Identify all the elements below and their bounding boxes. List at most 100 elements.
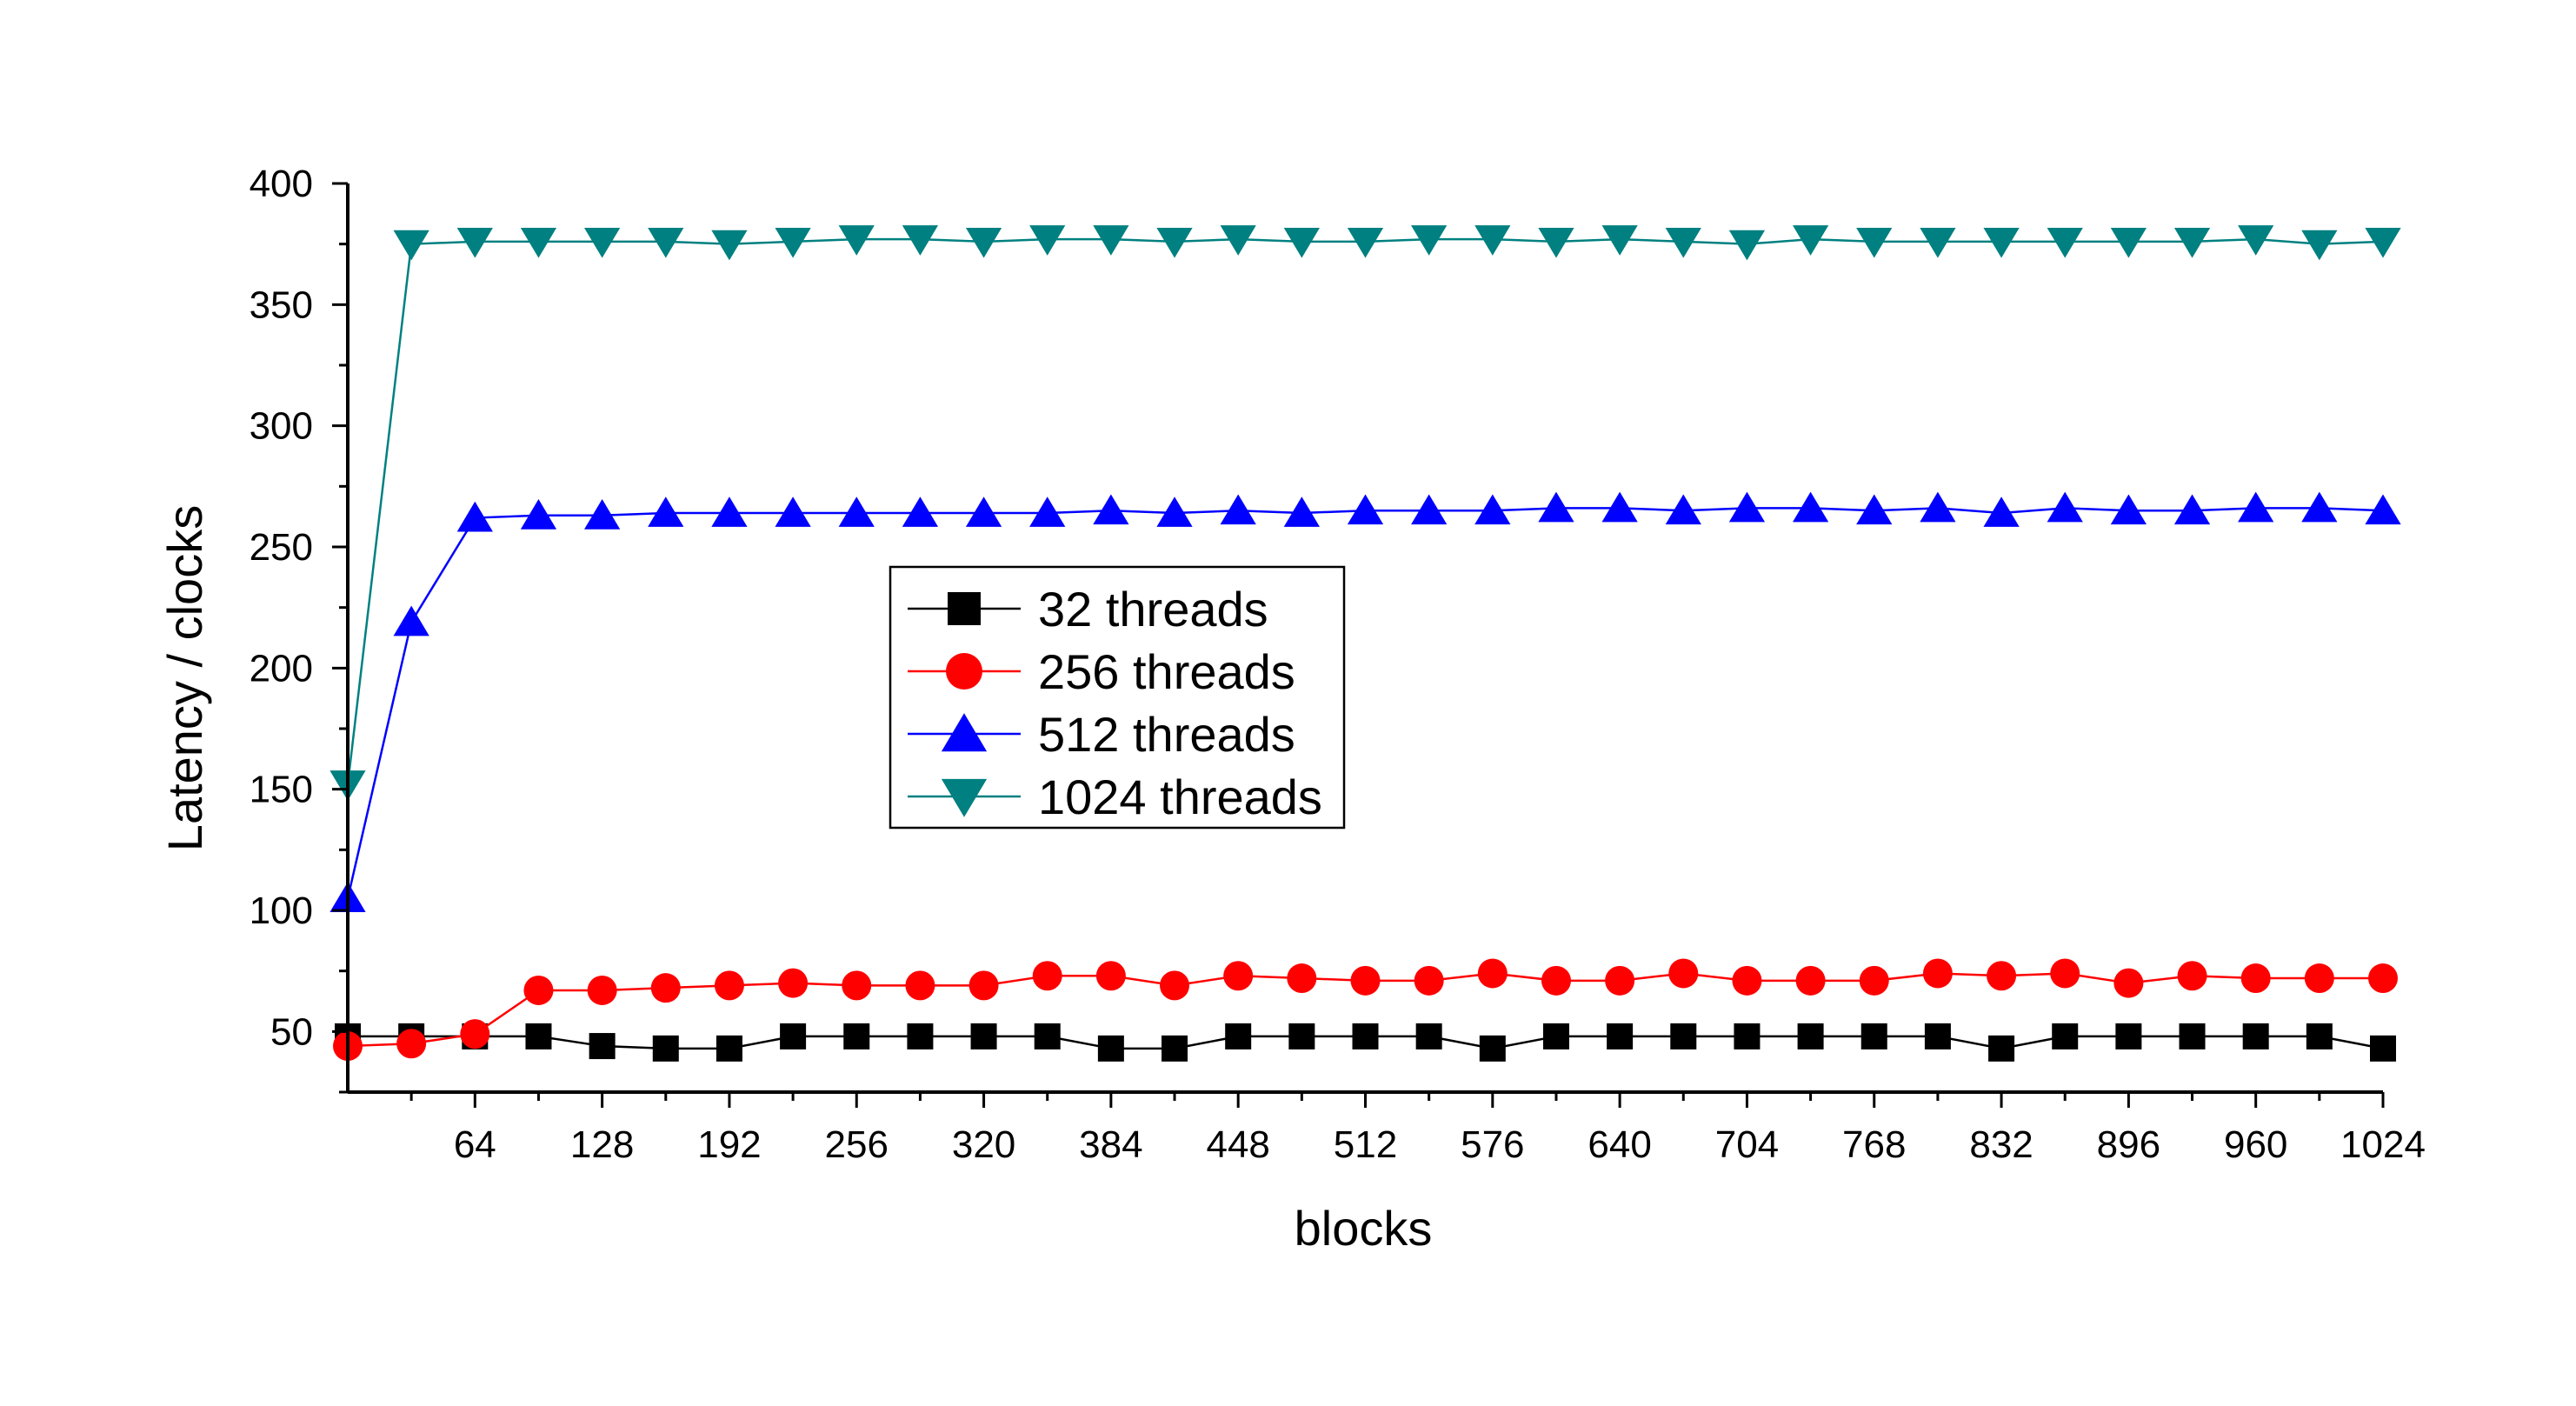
data-point [716,1035,742,1062]
data-point [1034,1023,1061,1050]
x-tick-label: 768 [1842,1123,1906,1166]
x-tick-label: 512 [1334,1123,1397,1166]
legend-label: 1024 threads [1038,770,1322,824]
data-point [775,496,811,527]
y-tick-label: 100 [250,890,313,932]
data-point [838,225,875,256]
data-point [1538,227,1574,258]
x-tick-label: 704 [1715,1123,1779,1166]
data-point [2365,494,2401,525]
legend-label: 512 threads [1038,707,1295,762]
series-1024-threads [329,225,2401,801]
data-point [2238,225,2274,256]
legend-marker [941,778,988,817]
data-point [1156,496,1193,527]
series-512-threads [329,491,2401,913]
x-tick-label: 128 [570,1123,634,1166]
data-point [1792,491,1829,523]
legend-label: 32 threads [1038,582,1268,636]
data-point [1728,491,1766,523]
series-32-threads [335,1023,2396,1062]
data-point [456,501,493,532]
x-tick-label: 64 [454,1123,496,1166]
y-tick-label: 200 [250,647,313,690]
data-point [1225,1023,1252,1050]
data-point [520,227,557,258]
data-point [2052,1023,2079,1050]
data-point [1988,1035,2015,1062]
data-point [2179,1023,2206,1050]
data-point [2115,1023,2142,1050]
data-point [1287,963,1317,994]
data-point [1538,491,1574,523]
x-tick-label: 896 [2097,1123,2160,1166]
x-tick-label: 960 [2224,1123,2287,1166]
data-point [2370,1035,2396,1062]
data-point [1479,1035,1506,1062]
data-point [1607,1023,1634,1050]
data-point [1920,491,1956,523]
data-point [778,968,809,998]
data-point [523,975,554,1005]
data-point [1414,965,1444,996]
data-point [780,1023,807,1050]
data-point [1411,494,1448,525]
data-point [650,973,681,1003]
data-point [1924,1023,1951,1050]
x-axis-title: blocks [1295,1201,1433,1256]
data-point [2306,1023,2333,1050]
data-point [520,499,557,530]
data-point [711,230,748,261]
y-tick-label: 150 [250,769,313,811]
x-tick-label: 192 [697,1123,761,1166]
data-point [1347,227,1384,258]
data-point [1542,1023,1569,1050]
data-point [2301,230,2338,261]
data-point [1097,1035,1124,1062]
data-point [393,605,429,636]
data-point [1732,965,1762,996]
data-point [1283,227,1320,258]
data-point [1283,496,1320,527]
data-point [970,1023,997,1050]
x-tick-label: 640 [1588,1123,1651,1166]
data-point [525,1023,552,1050]
data-point [1797,1023,1824,1050]
legend-marker [941,713,988,752]
data-point [775,227,811,258]
data-point [1983,496,2020,527]
legend-item-512-threads: 512 threads [908,707,1295,762]
x-tick-label: 448 [1206,1123,1269,1166]
data-point [1665,227,1701,258]
data-point [648,496,684,527]
data-point [714,970,744,1001]
data-point [1350,965,1381,996]
data-point [2368,963,2398,994]
data-point [1860,1023,1887,1050]
data-point [1160,970,1190,1001]
x-tick-label: 1024 [2340,1123,2426,1166]
data-point [1220,225,1256,256]
data-point [2110,227,2147,258]
data-point [1156,227,1193,258]
y-tick-label: 400 [250,163,313,205]
data-point [1095,961,1126,991]
legend-marker [946,653,982,690]
x-tick-label: 576 [1461,1123,1524,1166]
data-point [2301,491,2338,523]
legend: 32 threads 256 threads 512 threads 1024 thr… [889,565,1346,830]
data-point [396,1029,427,1059]
data-point [2047,227,2083,258]
data-point [1220,494,1256,525]
data-point [1029,225,1066,256]
legend-item-32-threads: 32 threads [908,582,1268,636]
data-point [1601,491,1638,523]
data-point [1541,965,1571,996]
data-point [456,227,493,258]
data-point [1032,961,1062,991]
data-point [907,1023,934,1050]
data-point [902,496,939,527]
data-point [1859,965,1889,996]
data-point [1093,494,1129,525]
data-point [1411,225,1448,256]
